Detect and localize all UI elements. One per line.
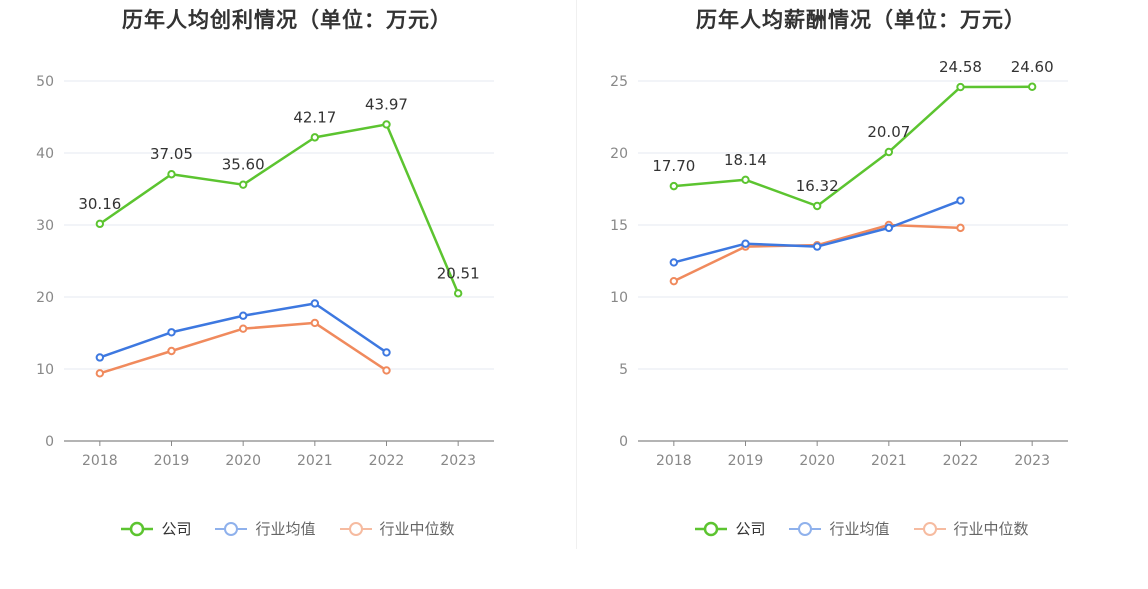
series-line-company <box>99 123 460 294</box>
x-tick-label: 2018 <box>82 453 118 469</box>
x-tick-label: 2022 <box>943 453 979 469</box>
data-point-company[interactable] <box>956 82 965 92</box>
legend-item-company[interactable]: 公司 <box>693 518 765 539</box>
legend-avg-icon <box>789 521 822 536</box>
legend-item-median[interactable]: 行业中位数 <box>338 518 455 539</box>
salary-chart-panel: 历年人均薪酬情况（单位：万元） 0 5 10 15 20 25 2018 2019 2020 20… <box>574 0 1148 589</box>
data-point-company[interactable] <box>167 170 176 179</box>
x-tick-label: 2019 <box>154 453 190 469</box>
data-point-median[interactable] <box>669 276 679 286</box>
y-tick-label: 0 <box>45 434 54 450</box>
x-tick-label: 2018 <box>656 453 692 469</box>
x-tick-label: 2022 <box>369 453 405 469</box>
profit-chart-panel: 历年人均创利情况（单位：万元） 0 10 20 30 40 50 2018 2019 2020 2… <box>0 8 574 539</box>
data-point-company[interactable] <box>382 120 391 129</box>
data-point-median[interactable] <box>95 369 105 378</box>
y-tick-label: 10 <box>610 290 628 306</box>
data-point-company[interactable] <box>238 180 248 189</box>
data-label: 30.16 <box>78 195 121 213</box>
legend-item-median[interactable]: 行业中位数 <box>912 518 1029 539</box>
y-tick-label: 20 <box>36 290 54 306</box>
data-point-company[interactable] <box>884 147 894 157</box>
y-tick-label: 20 <box>610 146 628 162</box>
y-tick-label: 25 <box>610 74 628 90</box>
data-point-avg[interactable] <box>741 239 750 248</box>
data-label: 42.17 <box>293 108 336 126</box>
legend-median-icon <box>339 521 372 536</box>
salary-chart: 0 5 10 15 20 25 2018 2019 2020 2021 2022 2023 17.70 1… <box>610 58 1068 469</box>
data-point-company[interactable] <box>95 219 105 229</box>
x-tick-label: 2023 <box>1014 453 1050 469</box>
data-point-company[interactable] <box>453 289 463 298</box>
chart-title: 历年人均薪酬情况（单位：万元） <box>696 8 1026 32</box>
legend-label: 行业均值 <box>829 520 890 538</box>
data-point-avg[interactable] <box>812 242 822 251</box>
legend-label: 行业均值 <box>255 520 316 538</box>
data-point-avg[interactable] <box>669 258 679 267</box>
y-tick-label: 40 <box>36 146 54 162</box>
data-point-company[interactable] <box>310 133 320 142</box>
x-tick-label: 2020 <box>225 453 261 469</box>
data-point-company[interactable] <box>1027 82 1037 91</box>
y-tick-label: 50 <box>36 74 54 90</box>
data-label: 16.32 <box>796 177 839 195</box>
data-label: 17.70 <box>652 157 695 175</box>
x-tick-label: 2021 <box>871 453 907 469</box>
y-tick-label: 5 <box>619 362 628 378</box>
data-point-avg[interactable] <box>382 348 391 357</box>
data-label: 18.14 <box>724 151 767 169</box>
data-point-median[interactable] <box>382 366 391 375</box>
legend-company-icon <box>121 521 154 536</box>
legend-item-avg[interactable]: 行业均值 <box>213 518 316 539</box>
data-point-company[interactable] <box>741 175 750 184</box>
legend-label: 公司 <box>161 520 192 538</box>
legend-label: 公司 <box>735 520 766 538</box>
panel-divider <box>576 0 577 549</box>
data-label: 24.58 <box>939 58 982 76</box>
y-tick-label: 30 <box>36 218 54 234</box>
legend-label: 行业中位数 <box>953 520 1029 538</box>
y-tick-label: 0 <box>619 434 628 450</box>
data-point-median[interactable] <box>167 346 176 356</box>
data-point-avg[interactable] <box>95 353 105 362</box>
x-tick-label: 2020 <box>799 453 835 469</box>
legend-median-icon <box>913 521 946 536</box>
x-tick-label: 2019 <box>728 453 764 469</box>
x-tick-label: 2023 <box>440 453 476 469</box>
data-label: 43.97 <box>365 95 408 113</box>
data-label: 24.60 <box>1011 58 1054 76</box>
data-label: 20.51 <box>437 264 480 282</box>
data-label: 35.60 <box>222 156 265 174</box>
data-point-median[interactable] <box>956 223 965 233</box>
y-tick-label: 10 <box>36 362 54 378</box>
data-point-company[interactable] <box>669 181 679 191</box>
legend-item-avg[interactable]: 行业均值 <box>787 518 890 539</box>
data-point-avg[interactable] <box>238 311 248 320</box>
data-point-avg[interactable] <box>167 328 176 337</box>
data-point-avg[interactable] <box>310 299 320 308</box>
profit-chart: 0 10 20 30 40 50 2018 2019 2020 2021 2022 2023 30.16… <box>36 74 494 469</box>
data-point-median[interactable] <box>238 324 248 333</box>
data-point-avg[interactable] <box>956 196 965 205</box>
legend-label: 行业中位数 <box>379 520 455 538</box>
series-line-company <box>673 85 1033 208</box>
data-point-company[interactable] <box>812 201 822 211</box>
legend-avg-icon <box>215 521 248 536</box>
legend-company-icon <box>695 521 728 536</box>
chart-legend: 公司 行业均值 行业中位数 <box>574 518 1148 539</box>
series-line-median <box>673 223 961 283</box>
chart-title: 历年人均创利情况（单位：万元） <box>122 8 452 32</box>
data-point-avg[interactable] <box>884 223 894 233</box>
x-tick-label: 2021 <box>297 453 333 469</box>
chart-legend: 公司 行业均值 行业中位数 <box>0 518 574 539</box>
data-label: 20.07 <box>867 123 910 141</box>
data-label: 37.05 <box>150 145 193 163</box>
y-tick-label: 15 <box>610 218 628 234</box>
legend-item-company[interactable]: 公司 <box>119 518 191 539</box>
data-point-median[interactable] <box>310 318 320 328</box>
